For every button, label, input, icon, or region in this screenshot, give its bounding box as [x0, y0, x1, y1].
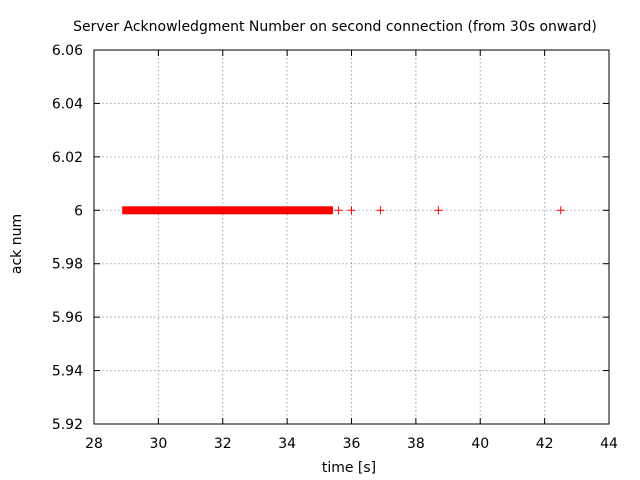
y-tick-label: 5.96	[52, 310, 83, 326]
x-axis-label: time [s]	[322, 460, 376, 476]
x-tick-label: 38	[407, 436, 425, 452]
x-tick-label: 30	[149, 436, 167, 452]
x-tick-label: 44	[600, 436, 618, 452]
data-point	[334, 206, 343, 215]
data-point	[434, 206, 443, 215]
x-tick-label: 42	[536, 436, 554, 452]
y-tick-labels: 5.92 5.94 5.96 5.98 6 6.02 6.04 6.06	[52, 43, 83, 433]
dense-point-band	[122, 206, 333, 215]
y-tick-label: 6.02	[52, 150, 83, 166]
data-point	[347, 206, 356, 215]
x-tick-label: 40	[471, 436, 489, 452]
y-tick-label: 5.92	[52, 417, 83, 433]
y-tick-label: 5.94	[52, 364, 83, 380]
data-points	[122, 206, 565, 215]
x-tick-labels: 28 30 32 34 36 38 40 42 44	[85, 436, 618, 452]
y-tick-label: 6	[74, 203, 83, 219]
x-tick-label: 28	[85, 436, 103, 452]
data-point	[376, 206, 385, 215]
x-tick-label: 34	[278, 436, 296, 452]
x-tick-label: 36	[343, 436, 361, 452]
chart-title: Server Acknowledgment Number on second c…	[73, 19, 597, 35]
y-axis-label: ack num	[9, 214, 25, 274]
grid-lines	[94, 50, 609, 424]
plot-frame	[93, 49, 610, 425]
x-tick-label: 32	[214, 436, 232, 452]
y-tick-label: 5.98	[52, 257, 83, 273]
y-tick-label: 6.04	[52, 96, 83, 112]
y-tick-label: 6.06	[52, 43, 83, 59]
data-point	[556, 206, 565, 215]
